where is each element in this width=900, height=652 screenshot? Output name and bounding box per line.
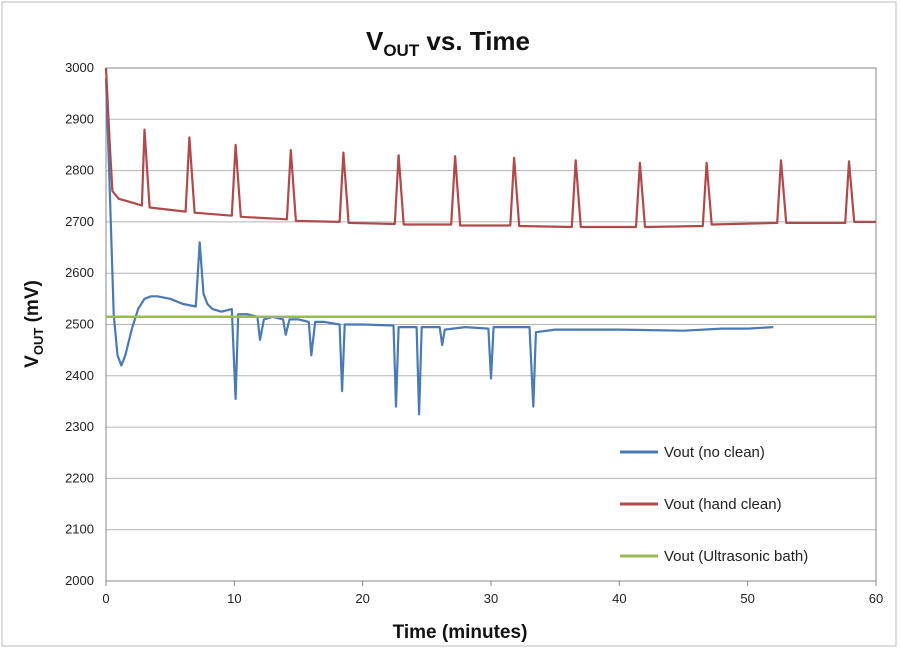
x-tick-label: 60	[869, 591, 883, 606]
y-tick-label: 2900	[65, 111, 94, 126]
y-tick-label: 2800	[65, 163, 94, 178]
chart-title: VOUT vs. Time	[366, 26, 530, 60]
x-axis-label: Time (minutes)	[393, 622, 528, 643]
x-tick-label: 30	[484, 591, 498, 606]
y-tick-label: 2200	[65, 470, 94, 485]
series-line-2	[104, 67, 876, 229]
y-tick-label: 2300	[65, 419, 94, 434]
x-tick-label: 40	[612, 591, 626, 606]
y-tick-label: 2100	[65, 522, 94, 537]
legend-label-1: Vout (no clean)	[664, 444, 765, 461]
x-tick-label: 50	[740, 591, 754, 606]
legend-label-3: Vout (Ultrasonic bath)	[664, 548, 808, 565]
y-tick-label: 2600	[65, 265, 94, 280]
y-tick-label: 2700	[65, 214, 94, 229]
y-tick-label: 2000	[65, 573, 94, 588]
y-axis-label: VOUT (mV)	[22, 280, 46, 368]
legend: Vout (no clean) Vout (hand clean) Vout (Ul…	[620, 444, 808, 565]
x-tick-label: 0	[102, 591, 109, 606]
series-line-1	[104, 78, 774, 416]
y-tick-label: 2400	[65, 368, 94, 383]
y-tick-label: 2500	[65, 317, 94, 332]
series-layer	[104, 67, 876, 416]
x-axis-ticks: 0 10 20 30 40 50 60	[102, 581, 883, 606]
x-tick-label: 20	[355, 591, 369, 606]
y-axis-ticks: 2000 2100 2200 2300 2400 2500 2600 2700 2800 2900…	[65, 60, 94, 588]
y-tick-label: 3000	[65, 60, 94, 75]
legend-label-2: Vout (hand clean)	[664, 496, 782, 513]
x-tick-label: 10	[227, 591, 241, 606]
